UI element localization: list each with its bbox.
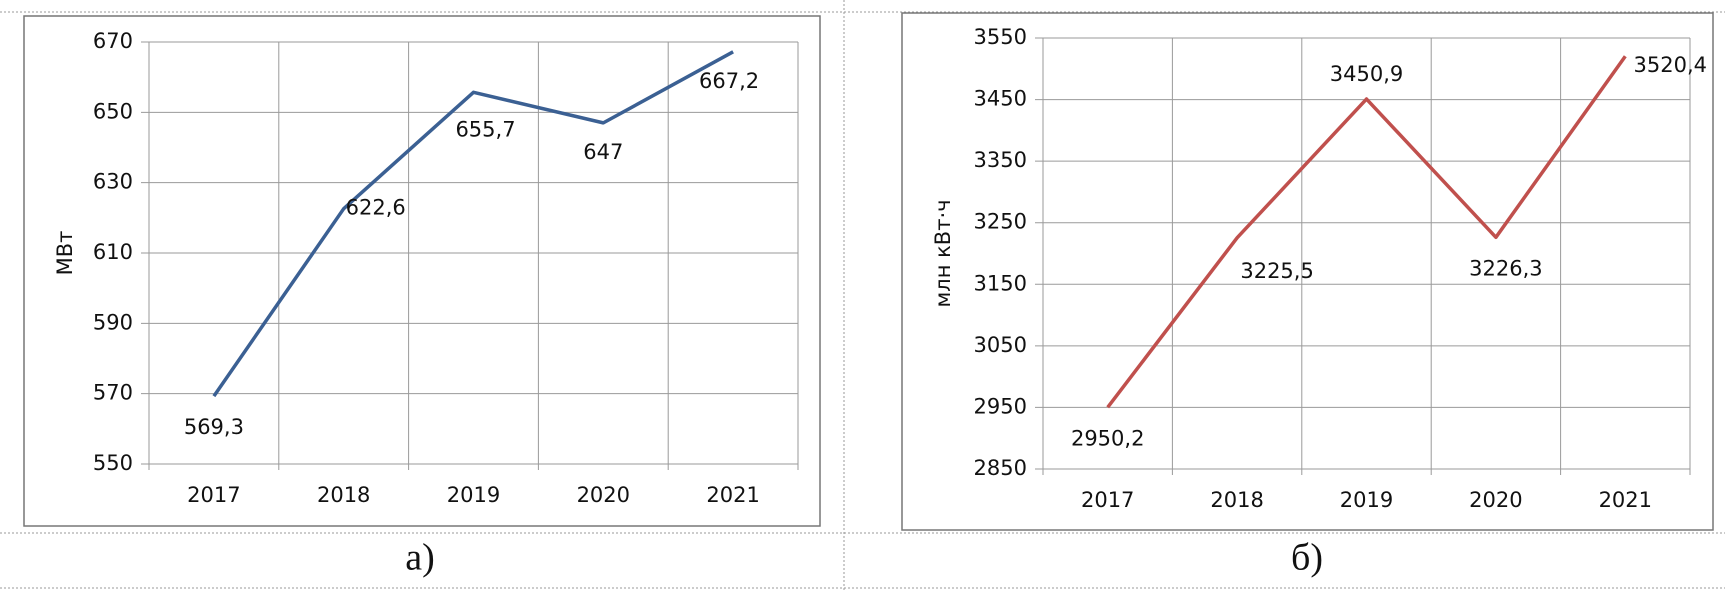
data-label: 3226,3 [1469,256,1542,280]
x-tick-label: 2018 [1210,488,1263,512]
y-tick-label: 3250 [974,210,1027,234]
data-label: 655,7 [455,117,515,141]
data-label: 3225,5 [1240,259,1313,283]
y-tick-label: 3450 [974,87,1027,111]
data-label: 3450,9 [1330,62,1403,86]
x-tick-label: 2017 [1081,488,1134,512]
y-tick-label: 3050 [974,333,1027,357]
x-tick-label: 2019 [447,483,500,507]
y-tick-label: 3350 [974,148,1027,172]
x-tick-label: 2020 [577,483,630,507]
y-tick-label: 610 [93,240,133,264]
y-tick-label: 550 [93,451,133,475]
y-tick-label: 3550 [974,25,1027,49]
data-label: 667,2 [699,69,759,93]
caption: а) [405,537,435,579]
y-axis-label: млн кВт·ч [931,199,955,307]
y-axis-label: МВт [53,231,77,276]
y-tick-label: 650 [93,99,133,123]
data-label: 622,6 [346,196,406,220]
x-tick-label: 2018 [317,483,370,507]
data-label: 2950,2 [1071,426,1144,450]
y-tick-label: 2950 [974,394,1027,418]
y-tick-label: 3150 [974,271,1027,295]
data-label: 569,3 [184,415,244,439]
chart-frame [23,15,821,527]
x-tick-label: 2020 [1469,488,1522,512]
data-label: 647 [583,140,623,164]
y-tick-label: 670 [93,29,133,53]
y-tick-label: 590 [93,310,133,334]
data-line [212,50,734,398]
data-label: 3520,4 [1634,53,1707,77]
y-tick-label: 2850 [974,456,1027,480]
x-tick-label: 2021 [1599,488,1652,512]
x-tick-label: 2021 [706,483,759,507]
x-tick-label: 2019 [1340,488,1393,512]
y-tick-label: 570 [93,381,133,405]
x-tick-label: 2017 [187,483,240,507]
data-line [1106,55,1627,409]
y-tick-label: 630 [93,170,133,194]
chart-frame [901,12,1714,531]
caption: б) [1291,537,1323,579]
